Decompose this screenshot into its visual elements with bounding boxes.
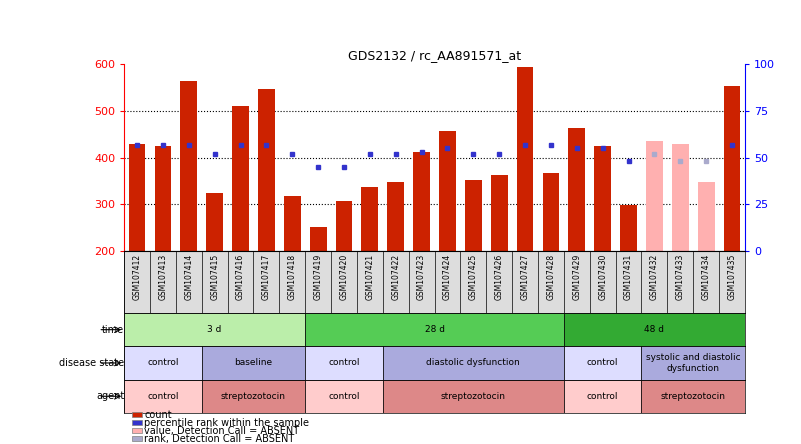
Text: baseline: baseline <box>235 358 272 368</box>
Bar <box>336 201 352 251</box>
Bar <box>180 81 197 251</box>
Bar <box>258 89 275 251</box>
Bar <box>124 313 305 346</box>
Text: control: control <box>587 358 618 368</box>
Bar <box>124 346 202 380</box>
Text: GSM107430: GSM107430 <box>598 254 607 300</box>
Text: GSM107426: GSM107426 <box>495 254 504 300</box>
Bar <box>232 107 249 251</box>
Text: rank, Detection Call = ABSENT: rank, Detection Call = ABSENT <box>144 434 295 444</box>
Bar <box>491 175 508 251</box>
Text: GSM107427: GSM107427 <box>521 254 529 300</box>
Text: GSM107415: GSM107415 <box>210 254 219 300</box>
Bar <box>698 182 714 251</box>
Bar <box>723 86 740 251</box>
Bar <box>155 146 171 251</box>
Text: GSM107421: GSM107421 <box>365 254 374 300</box>
Bar <box>305 346 383 380</box>
Text: agent: agent <box>96 391 124 401</box>
Text: streptozotocin: streptozotocin <box>441 392 506 401</box>
Bar <box>413 152 430 251</box>
Text: GSM107419: GSM107419 <box>314 254 323 300</box>
Bar <box>284 196 300 251</box>
Text: GSM107434: GSM107434 <box>702 254 710 300</box>
Bar <box>672 144 689 251</box>
Text: GSM107417: GSM107417 <box>262 254 271 300</box>
Bar <box>646 141 662 251</box>
Text: streptozotocin: streptozotocin <box>221 392 286 401</box>
Text: GSM107425: GSM107425 <box>469 254 478 300</box>
Bar <box>642 346 745 380</box>
Text: control: control <box>328 358 360 368</box>
Text: GSM107418: GSM107418 <box>288 254 297 300</box>
Text: control: control <box>147 392 179 401</box>
Text: percentile rank within the sample: percentile rank within the sample <box>144 418 309 428</box>
Text: GSM107423: GSM107423 <box>417 254 426 300</box>
Bar <box>517 67 533 251</box>
Text: control: control <box>587 392 618 401</box>
Bar <box>310 226 327 251</box>
Bar <box>207 193 223 251</box>
Bar <box>564 313 745 346</box>
Bar <box>388 182 405 251</box>
Bar <box>564 346 642 380</box>
Title: GDS2132 / rc_AA891571_at: GDS2132 / rc_AA891571_at <box>348 49 521 62</box>
Bar <box>620 205 637 251</box>
Text: count: count <box>144 410 171 420</box>
Text: GSM107412: GSM107412 <box>133 254 142 300</box>
Text: GSM107422: GSM107422 <box>391 254 400 300</box>
Text: GSM107429: GSM107429 <box>572 254 582 300</box>
Bar <box>465 179 481 251</box>
Bar <box>361 187 378 251</box>
Bar <box>305 380 383 413</box>
Text: GSM107435: GSM107435 <box>727 254 736 300</box>
Bar <box>439 131 456 251</box>
Text: control: control <box>328 392 360 401</box>
Text: diastolic dysfunction: diastolic dysfunction <box>426 358 520 368</box>
Bar <box>569 128 586 251</box>
Text: GSM107424: GSM107424 <box>443 254 452 300</box>
Text: disease state: disease state <box>59 358 124 368</box>
Bar <box>305 313 564 346</box>
Text: value, Detection Call = ABSENT: value, Detection Call = ABSENT <box>144 426 300 436</box>
Text: GSM107433: GSM107433 <box>676 254 685 300</box>
Bar <box>124 380 202 413</box>
Bar <box>542 173 559 251</box>
Text: 48 d: 48 d <box>644 325 664 334</box>
Text: GSM107413: GSM107413 <box>159 254 167 300</box>
Text: streptozotocin: streptozotocin <box>661 392 726 401</box>
Bar <box>383 380 564 413</box>
Text: control: control <box>147 358 179 368</box>
Text: GSM107420: GSM107420 <box>340 254 348 300</box>
Text: systolic and diastolic
dysfunction: systolic and diastolic dysfunction <box>646 353 740 373</box>
Bar <box>202 380 305 413</box>
Text: GSM107414: GSM107414 <box>184 254 193 300</box>
Text: GSM107428: GSM107428 <box>546 254 555 300</box>
Text: 28 d: 28 d <box>425 325 445 334</box>
Bar <box>129 144 146 251</box>
Text: time: time <box>102 325 124 335</box>
Bar <box>642 380 745 413</box>
Text: GSM107416: GSM107416 <box>236 254 245 300</box>
Text: 3 d: 3 d <box>207 325 222 334</box>
Text: GSM107431: GSM107431 <box>624 254 633 300</box>
Bar <box>564 380 642 413</box>
Bar <box>594 146 611 251</box>
Bar <box>202 346 305 380</box>
Bar <box>383 346 564 380</box>
Text: GSM107432: GSM107432 <box>650 254 659 300</box>
